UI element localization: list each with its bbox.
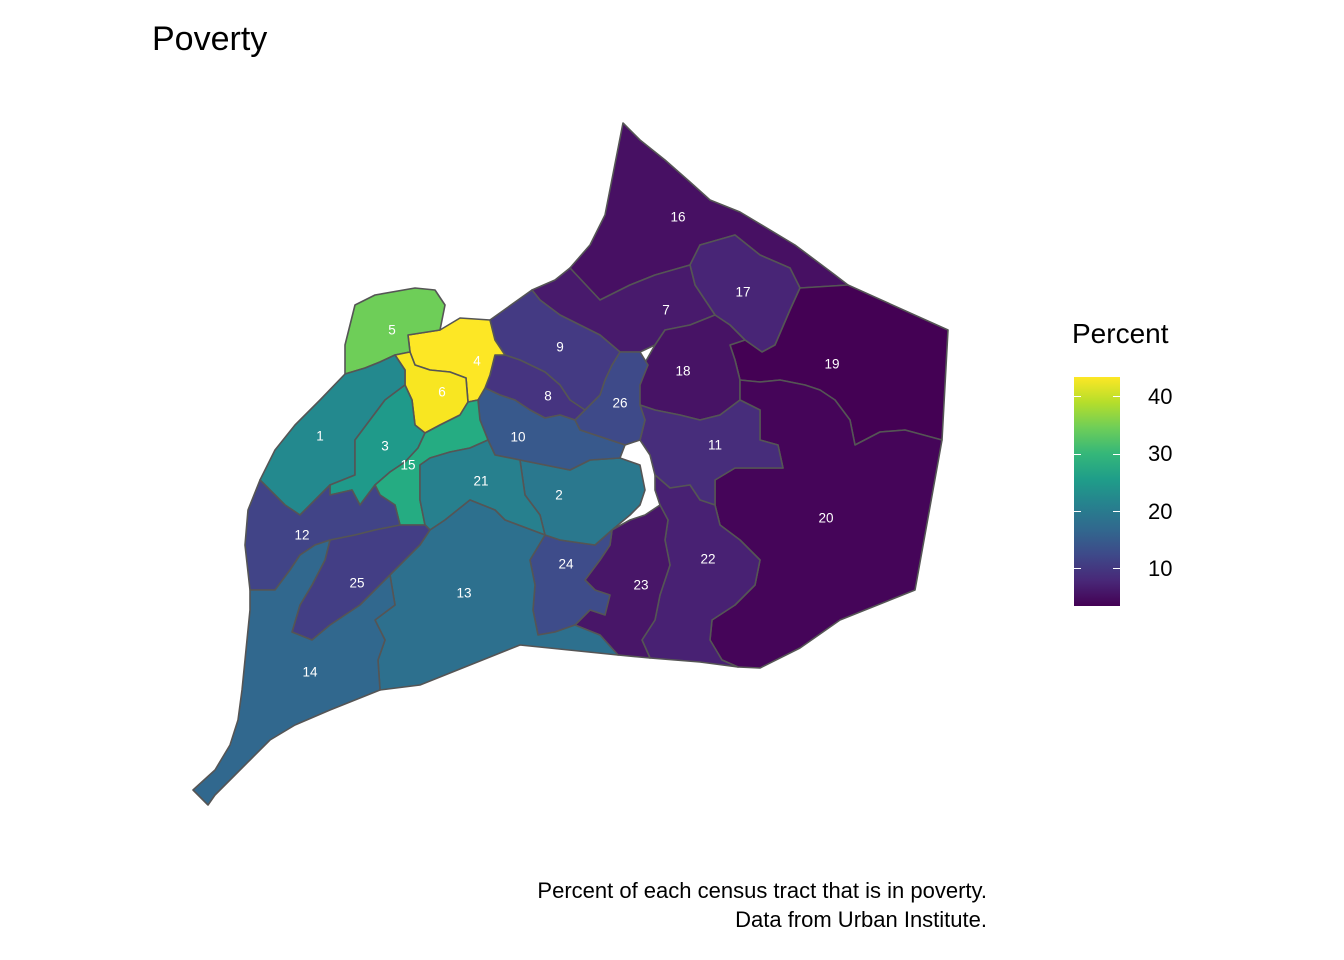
region-label-21: 21 bbox=[473, 474, 488, 489]
map-caption: Percent of each census tract that is in … bbox=[537, 876, 987, 934]
legend-tick-mark bbox=[1074, 454, 1081, 455]
region-label-22: 22 bbox=[700, 552, 715, 567]
legend-tick-mark bbox=[1113, 511, 1120, 512]
region-label-2: 2 bbox=[555, 488, 563, 503]
legend-tick-label-20: 20 bbox=[1148, 499, 1173, 524]
caption-line-1: Percent of each census tract that is in … bbox=[537, 878, 987, 903]
region-label-23: 23 bbox=[633, 578, 648, 593]
legend-tick-mark bbox=[1074, 511, 1081, 512]
region-label-26: 26 bbox=[612, 396, 627, 411]
legend-tick-mark bbox=[1113, 454, 1120, 455]
legend-tick-label-10: 10 bbox=[1148, 556, 1173, 581]
region-label-18: 18 bbox=[675, 364, 690, 379]
region-label-5: 5 bbox=[388, 323, 396, 338]
region-label-15: 15 bbox=[400, 458, 415, 473]
region-label-4: 4 bbox=[473, 354, 481, 369]
legend-tick-label-40: 40 bbox=[1148, 384, 1173, 409]
region-label-7: 7 bbox=[662, 303, 670, 318]
caption-line-2: Data from Urban Institute. bbox=[735, 907, 987, 932]
region-label-9: 9 bbox=[556, 340, 564, 355]
region-label-3: 3 bbox=[381, 439, 389, 454]
legend-tick-mark bbox=[1113, 396, 1120, 397]
region-label-17: 17 bbox=[735, 285, 750, 300]
legend-tick-mark bbox=[1113, 568, 1120, 569]
region-14[interactable] bbox=[192, 539, 396, 806]
map-title: Poverty bbox=[152, 20, 268, 58]
region-label-12: 12 bbox=[294, 528, 309, 543]
legend-tick-label-30: 30 bbox=[1148, 441, 1173, 466]
region-label-20: 20 bbox=[818, 511, 833, 526]
region-label-11: 11 bbox=[708, 438, 722, 453]
region-label-8: 8 bbox=[544, 389, 552, 404]
region-label-19: 19 bbox=[824, 357, 839, 372]
legend-title: Percent bbox=[1072, 318, 1169, 349]
region-label-25: 25 bbox=[349, 576, 364, 591]
region-label-10: 10 bbox=[510, 430, 525, 445]
region-label-13: 13 bbox=[456, 586, 471, 601]
legend-tick-mark bbox=[1074, 568, 1081, 569]
region-label-24: 24 bbox=[558, 557, 574, 572]
region-label-1: 1 bbox=[316, 429, 324, 444]
region-label-6: 6 bbox=[438, 385, 446, 400]
region-label-16: 16 bbox=[670, 210, 685, 225]
legend-colorbar bbox=[1074, 377, 1120, 606]
legend-tick-mark bbox=[1074, 396, 1081, 397]
region-label-14: 14 bbox=[302, 665, 318, 680]
region-11[interactable] bbox=[639, 399, 784, 506]
